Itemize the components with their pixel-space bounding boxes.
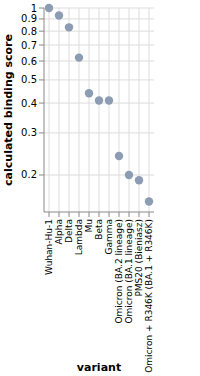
point [125,171,133,179]
point [55,11,63,19]
y-tick [39,132,44,133]
x-tick [119,212,120,217]
y-tick-label: 0.2 [21,169,37,180]
grid-line [79,8,80,212]
grid-line [99,8,100,212]
x-tick [149,212,150,217]
grid-line [69,8,70,212]
x-tick [129,212,130,217]
x-tick [69,212,70,217]
y-tick [39,18,44,19]
x-tick [139,212,140,217]
x-tick [59,212,60,217]
x-tick-label: Gamma [104,219,114,255]
point [145,197,153,205]
point [95,96,103,104]
y-tick [39,103,44,104]
point [115,152,123,160]
point [85,89,93,97]
y-tick-label: 0.3 [21,127,37,138]
y-tick [39,45,44,46]
grid-line [49,8,50,212]
x-tick-label: PMS20 (Bieniasz) [134,219,144,297]
y-tick-label: 0.6 [21,56,37,67]
y-tick-label: 0.4 [21,98,37,109]
x-tick-label: Lambda [74,219,84,255]
x-tick-label: Omicron (BA.1 lineage) [124,219,134,324]
point [75,53,83,61]
point [105,96,113,104]
y-tick [39,79,44,80]
y-tick [39,31,44,32]
x-axis-title: variant [77,361,121,374]
y-tick [39,8,44,9]
x-tick [109,212,110,217]
x-tick-label: Omicron + R346K (BA.1 + R346K) [144,219,154,373]
grid-line [129,8,130,212]
y-tick-label: 0.7 [21,40,37,51]
x-tick-label: Mu [84,219,94,232]
x-tick [89,212,90,217]
y-axis-title: calculated binding score [2,34,15,186]
y-tick [39,61,44,62]
grid-line [119,8,120,212]
y-tick [39,174,44,175]
x-tick [99,212,100,217]
x-tick [79,212,80,217]
x-tick-label: Wuhan-Hu-1 [44,219,54,275]
point [65,23,73,31]
x-tick-label: Beta [94,219,104,240]
marks [45,4,153,206]
grid-line [109,8,110,212]
grid-line [149,8,150,212]
point [135,176,143,184]
x-tick-label: Alpha [54,219,64,245]
y-tick-label: 0.8 [21,26,37,37]
y-axis [44,8,45,212]
grid-line [89,8,90,212]
grid-line [59,8,60,212]
x-tick [49,212,50,217]
y-tick-label: 1 [31,3,37,14]
point [45,4,53,12]
x-tick-label: Omicron (BA.2 lineage) [114,219,124,324]
chart: 0.2 0.3 0.4 0.5 0.6 0.7 0.8 0.91 Wuhan-Hu-1Alpha… [0,0,200,376]
y-tick-label: 0.9 [21,13,37,24]
x-tick-label: Delta [64,219,74,243]
y-tick-label: 0.5 [21,74,37,85]
